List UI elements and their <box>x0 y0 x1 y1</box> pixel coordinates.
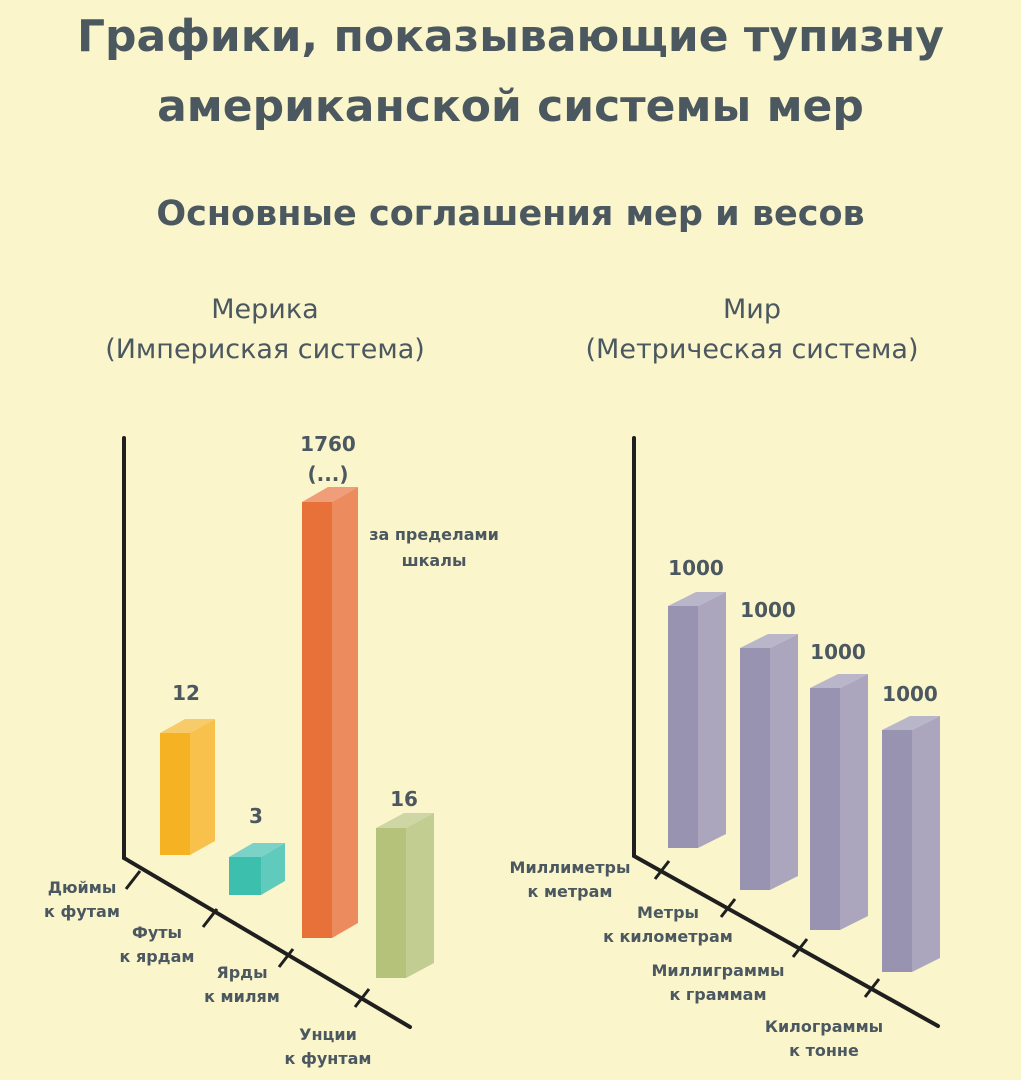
chart-imperial-bar-3-side <box>332 487 358 938</box>
chart-imperial-category-label-3: Ярды к милям <box>204 963 280 1006</box>
chart-imperial-category-label-1-line-2: к футам <box>44 902 120 921</box>
chart-imperial-category-label-1: Дюймы к футам <box>44 878 120 921</box>
page-title: Графики, показывающие тупизну американск… <box>0 2 1021 142</box>
chart-imperial-bar-2 <box>229 843 285 895</box>
chart-metric-bar-3-side <box>840 674 868 930</box>
chart-imperial-bar-1-side <box>190 719 215 855</box>
chart-imperial-value-label-3-line-2: (...) <box>307 462 348 486</box>
chart-metric-category-label-4-line-1: Килограммы <box>765 1017 883 1036</box>
chart-imperial-tick-4 <box>353 988 371 1008</box>
chart-metric-bar-4-side <box>912 716 940 972</box>
chart-imperial-category-label-2-line-2: к ярдам <box>120 947 195 966</box>
chart-metric-category-label-1-line-2: к метрам <box>528 882 613 901</box>
chart-metric-bar-2-side <box>770 634 798 890</box>
chart-imperial-value-label-2: 3 <box>249 804 263 828</box>
chart-imperial-category-label-3-line-2: к милям <box>204 987 280 1006</box>
chart-metric-value-label-1: 1000 <box>668 556 724 580</box>
chart-title-metric-system: (Метрическая система) <box>585 334 919 365</box>
chart-imperial-category-label-1-line-1: Дюймы <box>48 878 117 897</box>
chart-metric-value-label-1-line-1: 1000 <box>668 556 724 580</box>
chart-imperial-value-label-3-line-1: 1760 <box>300 432 356 456</box>
chart-metric-tick-3 <box>791 938 809 958</box>
chart-metric-category-label-3-line-1: Миллиграммы <box>651 961 784 980</box>
chart-metric-bar-1 <box>668 592 726 848</box>
chart-imperial-bar-4-top <box>376 813 434 828</box>
chart-imperial-bar-3 <box>302 487 358 938</box>
chart-metric-bar-1-side <box>698 592 726 848</box>
chart-imperial-bar-4-front <box>376 828 406 978</box>
chart-imperial-off-scale-annotation: за пределами шкалы <box>369 525 499 570</box>
chart-metric-bar-1-top <box>668 592 726 606</box>
chart-imperial-value-label-4-line-1: 16 <box>390 787 418 811</box>
chart-metric-category-label-4: Килограммы к тонне <box>765 1017 883 1060</box>
page-subtitle: Основные соглашения мер и весов <box>156 194 865 234</box>
chart-metric-value-label-4: 1000 <box>882 682 938 706</box>
chart-metric-bar-3 <box>810 674 868 930</box>
chart-imperial-bar-2-top <box>229 843 285 857</box>
chart-metric-category-label-2-line-1: Метры <box>637 903 699 922</box>
chart-imperial-off-scale-annotation-line-1: за пределами <box>369 525 499 544</box>
chart-metric-category-label-4-line-2: к тонне <box>789 1041 859 1060</box>
chart-imperial-value-label-1: 12 <box>172 681 200 705</box>
chart-metric-value-label-2: 1000 <box>740 598 796 622</box>
chart-metric-value-label-3: 1000 <box>810 640 866 664</box>
chart-imperial-category-label-2-line-1: Футы <box>132 923 182 942</box>
chart-metric-bar-3-top <box>810 674 868 688</box>
chart-imperial-value-label-3: 1760 (...) <box>300 432 356 486</box>
chart-title-imperial-name: Мерика <box>211 294 319 325</box>
chart-imperial-category-label-3-line-1: Ярды <box>216 963 267 982</box>
chart-metric-category-label-2: Метры к километрам <box>603 903 733 946</box>
chart-imperial-category-label-4: Унции к фунтам <box>285 1025 372 1068</box>
page-title-line-2: американской системы мер <box>157 81 864 132</box>
chart-title-metric: Мир (Метрическая система) <box>512 290 992 370</box>
chart-metric-bar-2 <box>740 634 798 890</box>
page-title-line-1: Графики, показывающие тупизну <box>77 11 944 62</box>
chart-title-metric-name: Мир <box>723 294 781 325</box>
chart-metric-category-label-3: Миллиграммы к граммам <box>651 961 784 1004</box>
chart-title-imperial-system: (Империская система) <box>105 334 425 365</box>
chart-imperial-bar-4-side <box>406 813 434 978</box>
chart-imperial-bar-2-side <box>261 843 285 895</box>
chart-imperial-tick-1 <box>124 870 142 890</box>
chart-metric-tick-1 <box>653 860 671 880</box>
chart-imperial-value-label-2-line-1: 3 <box>249 804 263 828</box>
chart-imperial-bar-1-front <box>160 733 190 855</box>
chart-metric-tick-2 <box>719 898 737 918</box>
chart-imperial-bar-2-front <box>229 857 261 895</box>
chart-title-imperial: Мерика (Империская система) <box>25 290 505 370</box>
chart-metric-bar-4 <box>882 716 940 972</box>
chart-imperial-value-label-4: 16 <box>390 787 418 811</box>
chart-metric-bar-4-front <box>882 730 912 972</box>
chart-imperial-bar-1-top <box>160 719 215 733</box>
chart-metric-value-label-2-line-1: 1000 <box>740 598 796 622</box>
chart-imperial-bar-1 <box>160 719 215 855</box>
chart-metric-tick-4 <box>863 978 881 998</box>
chart-metric-x-axis <box>632 854 940 1028</box>
chart-imperial-off-scale-annotation-line-2: шкалы <box>402 551 467 570</box>
chart-imperial-tick-3 <box>277 948 295 968</box>
chart-metric-value-label-3-line-1: 1000 <box>810 640 866 664</box>
chart-imperial-bar-3-top <box>302 487 358 502</box>
chart-metric-category-label-3-line-2: к граммам <box>669 985 766 1004</box>
chart-metric-category-label-1-line-1: Миллиметры <box>510 858 631 877</box>
chart-imperial-bar-4 <box>376 813 434 978</box>
chart-metric-bar-2-top <box>740 634 798 648</box>
chart-metric-category-label-1: Миллиметры к метрам <box>510 858 631 901</box>
chart-metric-value-label-4-line-1: 1000 <box>882 682 938 706</box>
chart-metric-category-label-2-line-2: к километрам <box>603 927 733 946</box>
chart-imperial-category-label-4-line-1: Унции <box>299 1025 357 1044</box>
chart-imperial-category-label-4-line-2: к фунтам <box>285 1049 372 1068</box>
chart-imperial-bar-3-front <box>302 502 332 938</box>
chart-metric-bar-3-front <box>810 688 840 930</box>
chart-imperial-value-label-1-line-1: 12 <box>172 681 200 705</box>
chart-metric-bar-1-front <box>668 606 698 848</box>
chart-imperial-category-label-2: Футы к ярдам <box>120 923 195 966</box>
chart-metric-bar-4-top <box>882 716 940 730</box>
chart-metric-bar-2-front <box>740 648 770 890</box>
chart-imperial-tick-2 <box>201 908 219 928</box>
